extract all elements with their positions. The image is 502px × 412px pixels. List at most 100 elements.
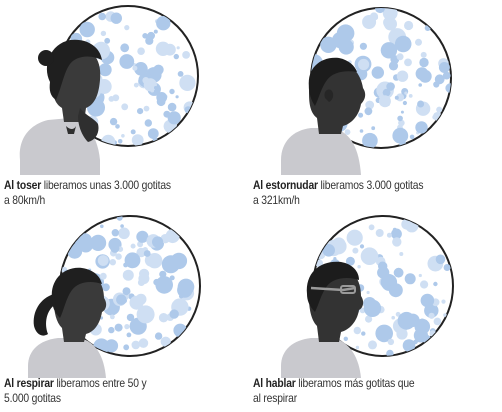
droplet (419, 57, 429, 68)
droplet (402, 339, 416, 352)
droplet (98, 12, 106, 21)
caption-estornudar: Al estornudar liberamos 3.000 gotitas a … (253, 178, 423, 208)
droplet (142, 33, 148, 39)
caption-text-line2: al respirar (253, 391, 297, 405)
droplet (388, 283, 403, 298)
droplet (346, 229, 363, 246)
caption-text-line2: a 80km/h (4, 193, 46, 207)
droplet (97, 255, 109, 266)
droplet (428, 312, 435, 319)
droplet (435, 254, 446, 265)
droplet (363, 297, 377, 310)
droplet (322, 244, 335, 257)
droplet (117, 139, 123, 144)
droplet (130, 129, 136, 135)
droplet (438, 62, 450, 73)
droplet (147, 253, 163, 269)
droplet (353, 326, 361, 335)
hand (78, 108, 99, 142)
droplet (153, 29, 158, 34)
droplet (344, 129, 351, 136)
droplet (386, 232, 392, 238)
droplet (150, 88, 155, 93)
droplet (391, 315, 395, 320)
droplet (158, 313, 169, 323)
droplet (400, 110, 404, 114)
droplet (433, 281, 438, 287)
droplet (120, 43, 130, 53)
droplet (345, 256, 355, 266)
droplet (394, 35, 412, 53)
droplet (420, 293, 435, 308)
breathe-illustration (28, 215, 201, 378)
droplet (173, 53, 179, 60)
droplet (78, 238, 94, 253)
droplet (98, 86, 104, 92)
droplet (176, 46, 180, 50)
droplet (364, 107, 373, 116)
droplet (358, 112, 364, 118)
droplet (169, 88, 175, 95)
droplet (442, 71, 451, 80)
droplet (371, 66, 384, 79)
droplet (382, 88, 391, 97)
droplet (116, 294, 127, 305)
droplet (111, 229, 120, 237)
droplet (361, 331, 366, 336)
droplet (357, 265, 361, 269)
droplet (110, 243, 120, 253)
droplet (392, 127, 409, 144)
droplet (134, 62, 148, 76)
droplet (115, 253, 122, 260)
droplet (136, 230, 149, 243)
droplet (420, 51, 427, 58)
droplet (131, 134, 144, 146)
droplet (156, 16, 171, 31)
hair-bun (38, 50, 54, 66)
droplet (131, 340, 141, 350)
caption-action: Al respirar (4, 376, 54, 390)
droplet (123, 57, 130, 64)
droplet (404, 273, 416, 285)
droplet (365, 100, 375, 110)
droplet (143, 250, 151, 257)
droplet (144, 119, 152, 127)
droplet (122, 287, 131, 296)
droplet (433, 81, 440, 88)
droplet (109, 117, 118, 126)
droplet (154, 332, 163, 340)
droplet (383, 16, 395, 29)
droplet (418, 273, 422, 278)
droplet (443, 313, 447, 317)
droplet (409, 134, 415, 140)
droplet (139, 268, 150, 279)
droplet (175, 95, 179, 99)
droplet (159, 270, 167, 278)
droplet (336, 24, 355, 42)
droplet (368, 224, 375, 231)
droplet (359, 129, 364, 133)
droplet (404, 20, 414, 31)
droplet (90, 234, 107, 251)
droplet (137, 108, 144, 115)
droplet (445, 83, 451, 93)
droplet (365, 315, 373, 323)
droplet (397, 115, 403, 122)
caption-action: Al hablar (253, 376, 296, 390)
droplet (371, 126, 376, 131)
droplet (122, 269, 134, 281)
droplet (432, 115, 437, 120)
droplet (179, 74, 196, 91)
droplet (388, 61, 399, 71)
droplet (414, 318, 431, 335)
shirt (28, 338, 106, 378)
droplet (126, 313, 135, 322)
droplet (417, 100, 425, 108)
caption-toser: Al toser liberamos unas 3.000 gotitas a … (4, 178, 171, 208)
droplet (177, 71, 184, 77)
droplet (177, 278, 195, 296)
droplet (352, 247, 359, 254)
droplet (333, 257, 337, 261)
droplet (126, 332, 132, 338)
droplet (120, 224, 124, 228)
